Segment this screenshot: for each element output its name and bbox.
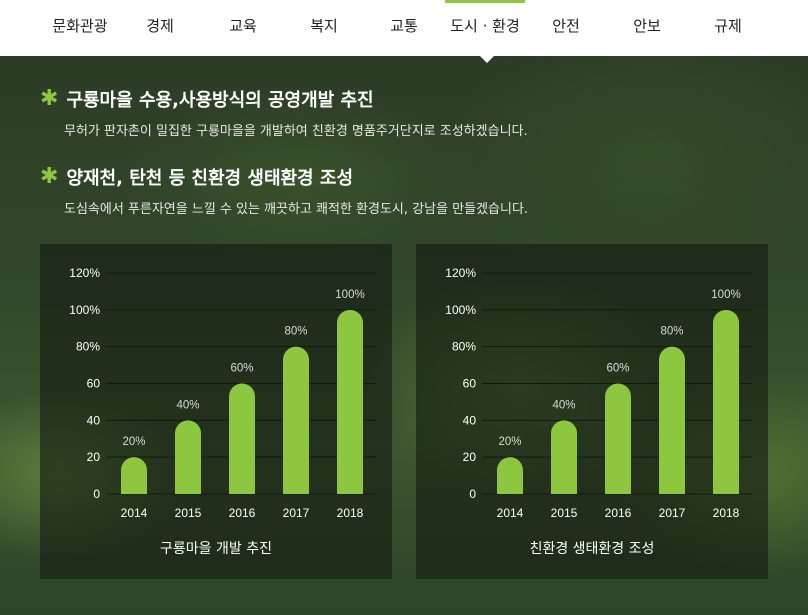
x-tick-label: 2017 xyxy=(659,506,686,520)
nav-item-transport[interactable]: 교통 xyxy=(390,17,418,35)
data-label: 40% xyxy=(176,399,199,411)
nav-item-city-environment[interactable]: 도시 · 환경 xyxy=(445,0,525,56)
section-title: 양재천, 탄천 등 친환경 생태환경 조성 xyxy=(66,168,354,189)
data-label: 80% xyxy=(660,326,683,338)
y-tick-label: 20 xyxy=(463,450,477,464)
nav-item-education[interactable]: 교육 xyxy=(229,17,257,35)
bar xyxy=(659,346,685,494)
x-tick-label: 2016 xyxy=(605,506,632,520)
y-tick-label: 20 xyxy=(87,450,101,464)
chart-title: 구룡마을 개발 추진 xyxy=(160,541,272,557)
section-guryong: ✱ 구룡마을 수용,사용방식의 공영개발 추진 무허가 판자촌이 밀집한 구룡마… xyxy=(40,86,528,140)
bar xyxy=(713,309,739,494)
bar xyxy=(497,457,523,494)
x-tick-label: 2014 xyxy=(121,506,148,520)
section-description: 무허가 판자촌이 밀집한 구룡마을을 개발하여 친환경 명품주거단지로 조성하겠… xyxy=(64,124,528,139)
section-description: 도심속에서 푸른자연을 느낄 수 있는 깨끗하고 쾌적한 환경도시, 강남을 만… xyxy=(64,202,529,217)
bar xyxy=(605,383,631,494)
y-tick-label: 60 xyxy=(463,377,477,391)
y-tick-label: 80% xyxy=(452,340,476,354)
x-tick-label: 2018 xyxy=(713,506,740,520)
bar xyxy=(121,457,147,494)
y-tick-label: 40 xyxy=(463,413,477,427)
data-label: 60% xyxy=(606,363,629,375)
data-label: 20% xyxy=(498,436,521,448)
chart-panel-guryong: 0 20 40 60 80% 100% 120% 20% 2014 40% 2015 60% 2016 8… xyxy=(40,244,392,579)
nav-item-welfare[interactable]: 복지 xyxy=(310,17,338,35)
asterisk-icon: ✱ xyxy=(40,164,59,189)
data-label: 20% xyxy=(122,436,145,448)
y-tick-label: 100% xyxy=(69,303,100,317)
x-tick-label: 2014 xyxy=(497,506,524,520)
data-label: 40% xyxy=(552,399,575,411)
data-label: 60% xyxy=(230,363,253,375)
y-tick-label: 80% xyxy=(76,340,100,354)
chart-panel-eco: 0 20 40 60 80% 100% 120% 20% 2014 40% 2015 60% 2016 8… xyxy=(416,244,768,579)
section-title: 구룡마을 수용,사용방식의 공영개발 추진 xyxy=(66,90,374,111)
y-tick-label: 120% xyxy=(445,266,476,280)
y-tick-label: 0 xyxy=(469,487,476,501)
data-label: 100% xyxy=(711,289,740,301)
x-tick-label: 2015 xyxy=(175,506,202,520)
bar xyxy=(175,420,201,494)
asterisk-icon: ✱ xyxy=(40,86,59,111)
data-label: 80% xyxy=(284,326,307,338)
active-tab-pointer xyxy=(479,55,495,63)
nav-item-economy[interactable]: 경제 xyxy=(146,17,174,35)
y-tick-label: 100% xyxy=(445,303,476,317)
y-tick-label: 40 xyxy=(87,413,101,427)
bar-chart-eco: 0 20 40 60 80% 100% 120% 20% 2014 40% 2015 60% 2016 8… xyxy=(445,266,752,520)
x-tick-label: 2017 xyxy=(283,506,310,520)
nav-item-safety[interactable]: 안전 xyxy=(552,17,580,35)
y-tick-label: 120% xyxy=(69,266,100,280)
nav-item-regulation[interactable]: 규제 xyxy=(714,17,742,35)
nav-item-security[interactable]: 안보 xyxy=(633,17,661,35)
y-tick-label: 0 xyxy=(93,487,100,501)
section-eco: ✱ 양재천, 탄천 등 친환경 생태환경 조성 도심속에서 푸른자연을 느낄 수… xyxy=(40,164,529,218)
x-tick-label: 2018 xyxy=(337,506,364,520)
top-nav: 문화관광 경제 교육 복지 교통 도시 · 환경 안전 안보 규제 xyxy=(0,0,808,56)
bar xyxy=(551,420,577,494)
data-label: 100% xyxy=(335,289,364,301)
chart-title: 친환경 생태환경 조성 xyxy=(529,541,655,557)
y-tick-label: 60 xyxy=(87,377,101,391)
bar xyxy=(229,383,255,494)
nav-item-culture[interactable]: 문화관광 xyxy=(52,17,108,35)
x-tick-label: 2015 xyxy=(551,506,578,520)
bar xyxy=(283,346,309,494)
bar-chart-guryong: 0 20 40 60 80% 100% 120% 20% 2014 40% 2015 60% 2016 8… xyxy=(69,266,376,520)
x-tick-label: 2016 xyxy=(229,506,256,520)
bar xyxy=(337,309,363,494)
